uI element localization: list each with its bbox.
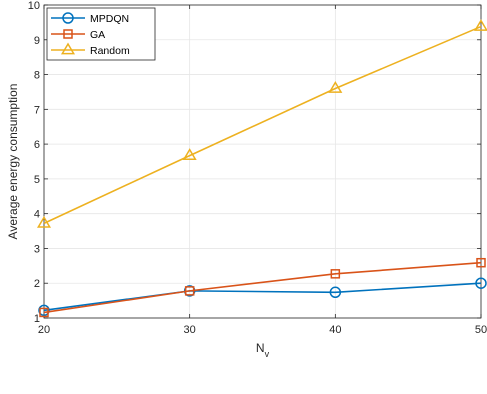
x-tick-label: 50 bbox=[475, 324, 487, 336]
data-point-ga bbox=[184, 286, 195, 296]
legend-label-random: Random bbox=[90, 45, 130, 57]
legend: MPDQN GA Random bbox=[46, 7, 156, 61]
x-axis-label-main: N bbox=[256, 341, 265, 355]
y-tick-label: 10 bbox=[28, 0, 40, 12]
data-point-random bbox=[473, 19, 487, 31]
x-axis-label-subscript: v bbox=[265, 349, 270, 359]
series-ga bbox=[39, 257, 486, 318]
data-point-random bbox=[182, 148, 197, 160]
legend-label-mpdqn: MPDQN bbox=[90, 13, 129, 25]
y-tick-label: 7 bbox=[34, 104, 40, 116]
series-line-ga bbox=[43, 261, 482, 314]
legend-marker-ga bbox=[63, 29, 73, 39]
legend-label-ga: GA bbox=[90, 29, 105, 41]
y-tick-labels: 1 2 3 4 5 6 7 8 9 10 bbox=[28, 0, 40, 325]
legend-entries: MPDQN GA Random bbox=[51, 12, 130, 57]
y-tick-label: 4 bbox=[34, 209, 40, 221]
x-tick-label: 30 bbox=[184, 324, 196, 336]
data-point-ga bbox=[476, 257, 486, 268]
series bbox=[36, 19, 487, 318]
legend-marker-mpdqn bbox=[62, 12, 74, 24]
y-tick-label: 9 bbox=[34, 35, 40, 47]
y-tick-label: 5 bbox=[34, 174, 40, 186]
x-tick-label: 20 bbox=[38, 324, 50, 336]
y-tick-label: 3 bbox=[34, 243, 40, 255]
data-point-random bbox=[36, 215, 52, 228]
series-line-mpdqn bbox=[43, 282, 482, 312]
y-tick-label: 8 bbox=[34, 70, 40, 82]
legend-marker-random bbox=[60, 42, 76, 55]
legend-entry-ga: GA bbox=[51, 29, 105, 41]
data-point-mpdqn bbox=[475, 277, 487, 289]
series-random bbox=[36, 19, 487, 228]
legend-entry-random: Random bbox=[51, 42, 130, 57]
plot-frame bbox=[43, 4, 482, 319]
legend-entry-mpdqn: MPDQN bbox=[51, 12, 129, 25]
y-axis-label: Average energy consumption bbox=[6, 84, 20, 240]
data-point-mpdqn bbox=[329, 286, 342, 299]
series-line-random bbox=[43, 25, 482, 225]
data-point-ga bbox=[39, 307, 49, 318]
x-tick-label: 40 bbox=[329, 324, 341, 336]
y-tick-label: 2 bbox=[34, 278, 40, 290]
y-tick-label: 6 bbox=[34, 139, 40, 151]
y-tick-label: 1 bbox=[34, 313, 40, 325]
data-point-mpdqn bbox=[38, 304, 50, 317]
tick-marks bbox=[43, 4, 482, 319]
data-point-random bbox=[328, 80, 343, 93]
x-axis-label: Nv bbox=[256, 341, 270, 359]
data-point-ga bbox=[330, 269, 341, 279]
series-mpdqn bbox=[38, 277, 487, 317]
x-tick-labels: 20 30 40 50 bbox=[38, 324, 487, 336]
